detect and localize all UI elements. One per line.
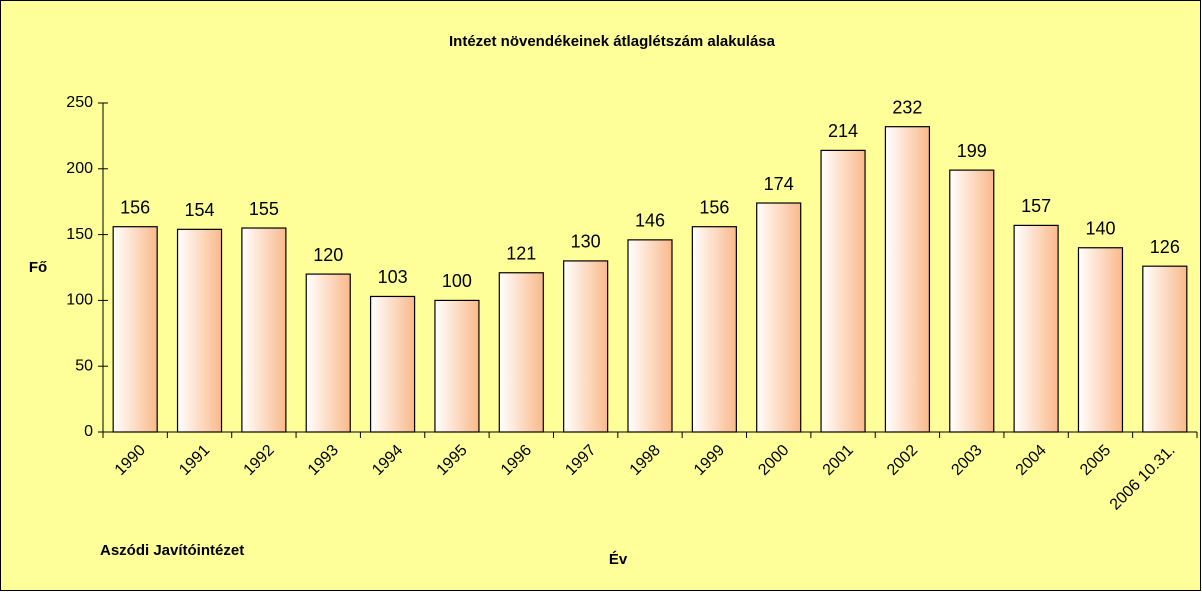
x-axis-label: Év (609, 551, 628, 568)
data-label: 140 (1085, 219, 1115, 239)
bar (884, 126, 931, 433)
y-tick-label: 250 (66, 94, 93, 111)
data-label: 155 (249, 199, 279, 219)
data-label: 157 (1021, 196, 1051, 216)
y-axis-label: Fő (29, 259, 47, 276)
data-label: 126 (1150, 237, 1180, 257)
bar (1013, 224, 1059, 433)
bar (756, 202, 802, 433)
bar (305, 273, 351, 433)
data-label: 156 (120, 197, 150, 217)
bar (241, 227, 287, 433)
bar (434, 299, 480, 433)
data-label: 199 (957, 141, 987, 161)
y-tick-label: 150 (66, 226, 93, 243)
bar (691, 226, 737, 433)
bar (369, 295, 416, 433)
bar (627, 239, 673, 433)
data-label: 120 (313, 245, 343, 265)
data-label: 214 (828, 121, 858, 141)
bar (176, 228, 223, 433)
data-label: 130 (571, 232, 601, 252)
bar (1142, 265, 1188, 433)
y-tick-label: 200 (66, 160, 93, 177)
data-label: 174 (764, 174, 794, 194)
bar (498, 272, 544, 433)
bar (1077, 247, 1124, 433)
bar (820, 149, 866, 433)
chart-title: Intézet növendékeinek átlaglétszám alaku… (449, 33, 776, 50)
data-label: 103 (378, 267, 408, 287)
data-label: 156 (699, 197, 729, 217)
data-label: 146 (635, 211, 665, 231)
data-label: 232 (892, 97, 922, 117)
data-label: 154 (185, 200, 215, 220)
annotation: Aszódi Javítóintézet (100, 542, 244, 559)
y-tick-label: 0 (84, 423, 93, 440)
data-label: 121 (506, 244, 536, 264)
y-tick-label: 100 (66, 292, 93, 309)
data-label: 100 (442, 271, 472, 291)
bar (563, 260, 609, 433)
y-tick-label: 50 (75, 357, 93, 374)
bar (112, 226, 158, 433)
bar (949, 169, 995, 433)
